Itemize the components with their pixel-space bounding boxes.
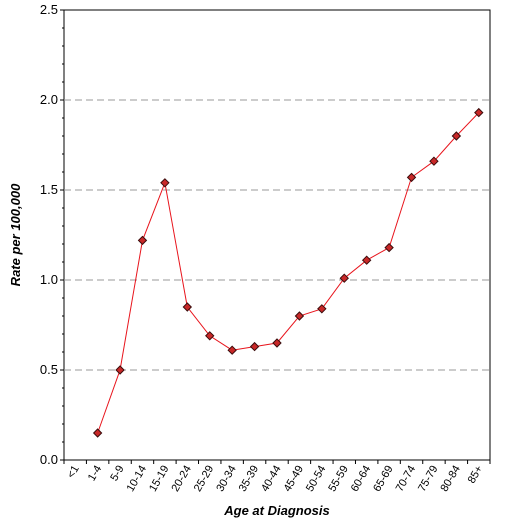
x-tick-label: 15-19 xyxy=(147,464,171,494)
x-tick-label: 5-9 xyxy=(108,464,126,484)
data-point-marker xyxy=(317,304,327,314)
x-tick-label: 70-74 xyxy=(394,464,418,494)
x-tick-label: 45-49 xyxy=(282,464,306,494)
y-tick-label: 2.0 xyxy=(40,92,58,107)
data-point-marker xyxy=(249,341,260,352)
data-point-marker xyxy=(272,338,282,348)
x-tick-label: 1-4 xyxy=(86,464,104,484)
y-axis-title: Rate per 100,000 xyxy=(8,183,23,286)
data-point-marker xyxy=(92,428,103,438)
x-tick-label: 50-54 xyxy=(304,464,328,494)
axis-ticks xyxy=(60,9,491,464)
y-tick-label: 2.5 xyxy=(40,2,58,17)
data-point-marker xyxy=(429,156,439,166)
x-tick-label: 75-79 xyxy=(416,464,440,494)
data-point-marker xyxy=(451,131,462,141)
data-point-marker xyxy=(384,242,394,253)
plot-area xyxy=(63,9,491,461)
x-tick-label: 25-29 xyxy=(192,464,216,494)
x-tick-label: 40-44 xyxy=(259,464,283,494)
x-tick-label: 10-14 xyxy=(125,464,149,494)
x-tick-label: 80-84 xyxy=(439,464,463,494)
data-point-marker xyxy=(137,235,148,246)
x-tick-label: 30-34 xyxy=(214,464,238,494)
data-point-marker xyxy=(361,255,372,265)
y-tick-label: 0.0 xyxy=(40,452,58,467)
y-tick-labels: 0.0 0.5 1.0 1.5 2.0 2.5 xyxy=(40,2,58,467)
x-tick-label: 85+ xyxy=(466,464,486,486)
x-tick-label: <1 xyxy=(65,464,82,481)
data-point-marker xyxy=(115,365,125,375)
y-tick-label: 1.5 xyxy=(40,182,58,197)
data-point-marker xyxy=(339,273,349,283)
data-point-marker xyxy=(182,302,193,312)
data-point-marker xyxy=(406,172,417,183)
data-point-marker xyxy=(227,345,237,355)
data-point-marker xyxy=(160,178,170,188)
x-axis-title: Age at Diagnosis xyxy=(223,503,329,518)
x-tick-label: 55-59 xyxy=(326,464,350,494)
data-point-marker xyxy=(474,107,484,118)
data-point-marker xyxy=(205,331,215,341)
x-tick-label: 65-69 xyxy=(371,464,395,494)
x-tick-label: 20-24 xyxy=(169,464,193,494)
gridlines xyxy=(64,99,490,371)
series-line xyxy=(97,112,480,434)
series-polyline xyxy=(97,112,480,434)
series-markers xyxy=(92,107,484,438)
y-tick-label: 1.0 xyxy=(40,272,58,287)
data-point-marker xyxy=(294,311,305,321)
x-tick-labels: <1 1-4 5-910-1415-1920-2425-2930-3435-3940… xyxy=(65,464,485,494)
x-tick-label: 35-39 xyxy=(237,464,261,494)
x-tick-label: 60-64 xyxy=(349,464,373,494)
y-tick-label: 0.5 xyxy=(40,362,58,377)
